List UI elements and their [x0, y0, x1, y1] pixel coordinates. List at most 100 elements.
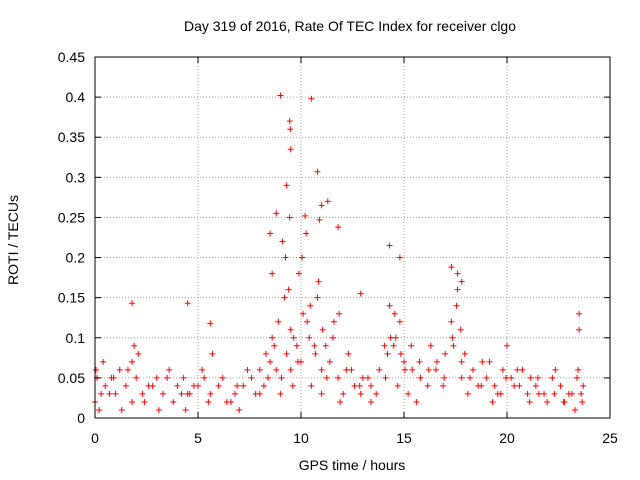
data-point — [409, 366, 416, 373]
data-point — [441, 374, 448, 381]
data-point — [323, 374, 330, 381]
y-tick-label: 0.25 — [58, 209, 85, 225]
data-point — [464, 390, 471, 397]
data-point — [440, 382, 447, 389]
data-point — [141, 398, 148, 405]
data-point — [483, 374, 490, 381]
y-tick-label: 0.2 — [66, 250, 86, 266]
data-point — [286, 118, 293, 125]
data-point — [273, 210, 280, 217]
data-point — [155, 406, 162, 413]
data-point — [450, 342, 457, 349]
data-point — [574, 374, 581, 381]
data-point — [405, 390, 412, 397]
data-point — [314, 294, 321, 301]
data-point — [384, 350, 391, 357]
data-point — [324, 198, 331, 205]
data-point — [402, 366, 409, 373]
data-point — [454, 270, 461, 277]
data-point — [256, 366, 263, 373]
data-point — [184, 390, 191, 397]
x-tick-label: 10 — [293, 430, 309, 446]
data-point — [448, 264, 455, 271]
data-point — [273, 366, 280, 373]
data-point — [240, 382, 247, 389]
data-point — [516, 382, 523, 389]
plot-frame — [94, 56, 611, 419]
data-point — [98, 390, 105, 397]
data-point — [316, 216, 323, 223]
y-tick-label: 0.05 — [58, 370, 85, 386]
data-point — [129, 300, 136, 307]
data-point — [560, 398, 567, 405]
data-point — [285, 286, 292, 293]
data-point — [568, 390, 575, 397]
data-point — [336, 310, 343, 317]
data-point — [368, 382, 375, 389]
x-tick-label: 15 — [396, 430, 412, 446]
data-point — [330, 318, 337, 325]
data-point — [227, 398, 234, 405]
data-point — [532, 382, 539, 389]
data-point — [322, 342, 329, 349]
data-point — [504, 342, 510, 349]
data-point — [454, 286, 461, 293]
y-tick-label: 0.1 — [66, 330, 86, 346]
data-point — [306, 334, 313, 341]
data-point — [578, 390, 585, 397]
data-point — [427, 342, 434, 349]
data-point — [373, 390, 380, 397]
data-point — [308, 382, 315, 389]
data-point — [401, 358, 407, 365]
data-point — [219, 374, 226, 381]
data-point — [557, 382, 564, 389]
data-point — [315, 278, 322, 285]
data-point — [424, 382, 431, 389]
data-point — [502, 374, 509, 381]
data-point — [124, 366, 131, 373]
data-point — [394, 382, 401, 389]
data-point — [102, 382, 109, 389]
gridlines — [95, 57, 610, 418]
data-point — [337, 398, 344, 405]
data-point — [139, 390, 146, 397]
data-point — [153, 374, 160, 381]
data-point — [290, 334, 297, 341]
y-tick-label: 0.35 — [58, 129, 85, 145]
data-point — [100, 358, 107, 365]
data-point — [281, 294, 288, 301]
data-point — [260, 382, 267, 389]
data-point — [178, 390, 185, 397]
data-point — [299, 254, 306, 261]
data-point — [269, 334, 276, 341]
data-point — [508, 374, 515, 381]
data-point — [571, 406, 578, 413]
data-point — [457, 326, 464, 333]
data-point — [534, 374, 541, 381]
data-point — [300, 310, 307, 317]
data-point — [551, 390, 558, 397]
data-point — [122, 382, 129, 389]
data-point — [278, 374, 285, 381]
data-point — [287, 126, 294, 133]
data-point — [277, 92, 284, 99]
data-point — [387, 334, 394, 341]
data-point — [295, 270, 302, 277]
data-point — [494, 390, 501, 397]
data-point — [433, 358, 440, 365]
data-point — [579, 398, 586, 405]
data-point — [345, 350, 352, 357]
data-point — [425, 366, 432, 373]
data-point — [458, 374, 465, 381]
data-point — [519, 366, 526, 373]
data-point — [432, 366, 439, 373]
data-point — [416, 358, 423, 365]
data-point — [215, 382, 222, 389]
data-point — [116, 366, 123, 373]
data-point — [391, 310, 398, 317]
data-point — [318, 366, 325, 373]
data-point — [96, 406, 103, 413]
data-point — [311, 342, 318, 349]
data-point — [478, 382, 485, 389]
data-point — [351, 382, 358, 389]
